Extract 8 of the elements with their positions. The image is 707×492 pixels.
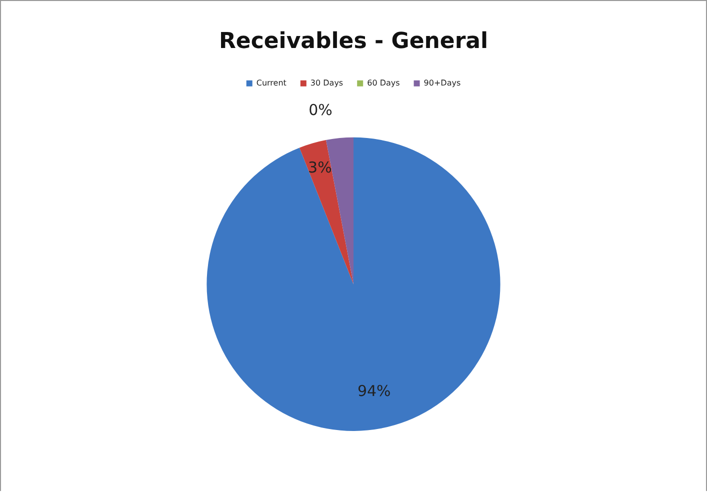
legend-label: Current (256, 78, 286, 88)
data-label: 94% (357, 382, 391, 400)
text: 0% (308, 101, 332, 120)
chart-title: Receivables - General (218, 28, 488, 54)
legend-label: 90+Days (424, 78, 461, 88)
legend-label: 30 Days (310, 78, 344, 88)
legend-label: 60 Days (367, 78, 400, 88)
data-label: 3% (308, 158, 332, 176)
